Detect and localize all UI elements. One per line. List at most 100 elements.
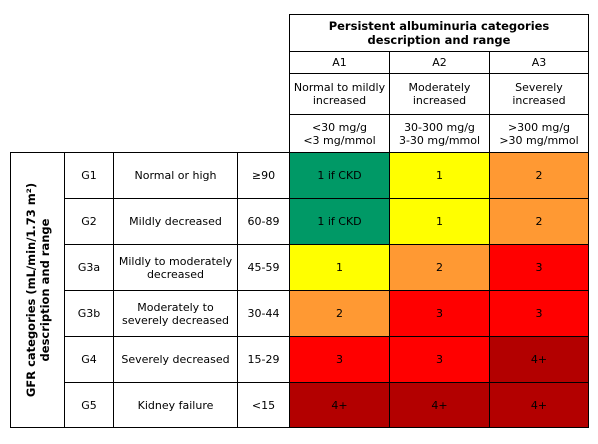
a1-range-line1: <30 mg/g: [311, 120, 368, 134]
g5-code: G5: [64, 382, 114, 428]
risk-text: 1 if CKD: [317, 169, 362, 182]
a3-desc-line2: increased: [512, 94, 566, 107]
a3-code-text: A3: [531, 56, 547, 69]
g3b-code-text: G3b: [77, 307, 101, 320]
g4-desc-line1: Severely decreased: [121, 353, 230, 366]
risk-text: 3: [336, 353, 343, 366]
risk-cell-g2-a1: 1 if CKD: [289, 198, 390, 245]
g3b-desc-line1: Moderately to: [137, 300, 214, 314]
risk-cell-g1-a2: 1: [389, 152, 490, 199]
g2-description: Mildly decreased: [113, 198, 238, 245]
albuminuria-title-line2: description and range: [367, 33, 511, 47]
risk-text: 2: [535, 169, 543, 182]
a2-code-text: A2: [432, 56, 447, 69]
a2-code: A2: [389, 51, 490, 74]
a3-description: Severely increased: [489, 73, 589, 115]
g3a-code: G3a: [64, 244, 114, 291]
a2-range-line1: 30-300 mg/g: [404, 120, 475, 134]
g1-range: ≥90: [237, 152, 290, 199]
risk-cell-g3a-a3: 3: [489, 244, 589, 291]
g2-range: 60-89: [237, 198, 290, 245]
g1-range-text: ≥90: [251, 169, 276, 182]
g4-range: 15-29: [237, 336, 290, 383]
g4-code: G4: [64, 336, 114, 383]
risk-text: 4+: [331, 398, 348, 412]
a3-range-line1: >300 mg/g: [507, 120, 571, 134]
a1-range-line2: <3 mg/mmol: [303, 133, 376, 147]
risk-cell-g2-a3: 2: [489, 198, 589, 245]
a2-description: Moderately increased: [389, 73, 490, 115]
risk-text: 1 if CKD: [317, 215, 362, 228]
albuminuria-title-line1: Persistent albuminuria categories: [328, 19, 550, 33]
a3-range-line2: >30 mg/mmol: [499, 133, 579, 147]
risk-text: 4+: [530, 353, 548, 366]
g3b-range-text: 30-44: [247, 307, 280, 320]
g5-range-text: <15: [251, 398, 276, 412]
risk-cell-g3b-a3: 3: [489, 290, 589, 337]
risk-text: 4+: [431, 398, 448, 412]
a3-desc-line1: Severely: [515, 81, 563, 94]
g4-range-text: 15-29: [247, 353, 280, 366]
g1-desc-line1: Normal or high: [134, 169, 217, 182]
risk-text: 2: [336, 307, 343, 320]
risk-cell-g4-a3: 4+: [489, 336, 589, 383]
a2-range: 30-300 mg/g 3-30 mg/mmol: [389, 114, 490, 153]
a3-code: A3: [489, 51, 589, 74]
risk-cell-g4-a2: 3: [389, 336, 490, 383]
g2-desc-line1: Mildly decreased: [129, 215, 222, 228]
g3a-desc-line2: decreased: [146, 267, 205, 281]
risk-text: 1: [436, 169, 443, 182]
g4-description: Severely decreased: [113, 336, 238, 383]
risk-cell-g4-a1: 3: [289, 336, 390, 383]
a1-range: <30 mg/g <3 mg/mmol: [289, 114, 390, 153]
risk-text: 3: [436, 353, 443, 366]
risk-cell-g3a-a1: 1: [289, 244, 390, 291]
g1-description: Normal or high: [113, 152, 238, 199]
risk-cell-g1-a1: 1 if CKD: [289, 152, 390, 199]
a2-desc-line1: Moderately: [408, 81, 471, 94]
g2-code: G2: [64, 198, 114, 245]
risk-text: 3: [535, 307, 543, 320]
a1-description: Normal to mildly increased: [289, 73, 390, 115]
g3b-desc-line2: severely decreased: [122, 313, 229, 327]
g5-range: <15: [237, 382, 290, 428]
g1-code: G1: [64, 152, 114, 199]
g2-range-text: 60-89: [247, 215, 280, 228]
a3-range: >300 mg/g >30 mg/mmol: [489, 114, 589, 153]
g3b-range: 30-44: [237, 290, 290, 337]
risk-cell-g1-a3: 2: [489, 152, 589, 199]
gfr-title-line2: description and range: [37, 218, 52, 362]
a1-desc-line1: Normal to mildly: [293, 81, 386, 94]
g3a-description: Mildly to moderately decreased: [113, 244, 238, 291]
gfr-title-line1: GFR categories (mL/min/1.73 m²): [23, 182, 38, 398]
g5-description: Kidney failure: [113, 382, 238, 428]
g3a-code-text: G3a: [77, 261, 101, 274]
g3a-range: 45-59: [237, 244, 290, 291]
a1-code-text: A1: [332, 56, 347, 69]
g5-desc-line1: Kidney failure: [137, 398, 214, 412]
risk-cell-g2-a2: 1: [389, 198, 490, 245]
g3b-code: G3b: [64, 290, 114, 337]
risk-text: 4+: [530, 398, 548, 412]
risk-cell-g5-a3: 4+: [489, 382, 589, 428]
risk-cell-g3b-a2: 3: [389, 290, 490, 337]
risk-text: 2: [535, 215, 543, 228]
risk-text: 1: [336, 261, 343, 274]
risk-text: 3: [535, 261, 543, 274]
gfr-header: GFR categories (mL/min/1.73 m²) descript…: [10, 152, 65, 428]
g3b-description: Moderately to severely decreased: [113, 290, 238, 337]
risk-cell-g3a-a2: 2: [389, 244, 490, 291]
g1-code-text: G1: [81, 169, 97, 182]
risk-cell-g5-a1: 4+: [289, 382, 390, 428]
risk-cell-g5-a2: 4+: [389, 382, 490, 428]
a2-range-line2: 3-30 mg/mmol: [398, 133, 481, 147]
a1-desc-line2: increased: [312, 94, 367, 107]
risk-cell-g3b-a1: 2: [289, 290, 390, 337]
a1-code: A1: [289, 51, 390, 74]
albuminuria-header: Persistent albuminuria categories descri…: [289, 14, 589, 52]
risk-text: 2: [436, 261, 443, 274]
a2-desc-line2: increased: [412, 94, 467, 107]
g4-code-text: G4: [81, 353, 97, 366]
risk-text: 3: [436, 307, 443, 320]
g3a-range-text: 45-59: [247, 261, 280, 274]
